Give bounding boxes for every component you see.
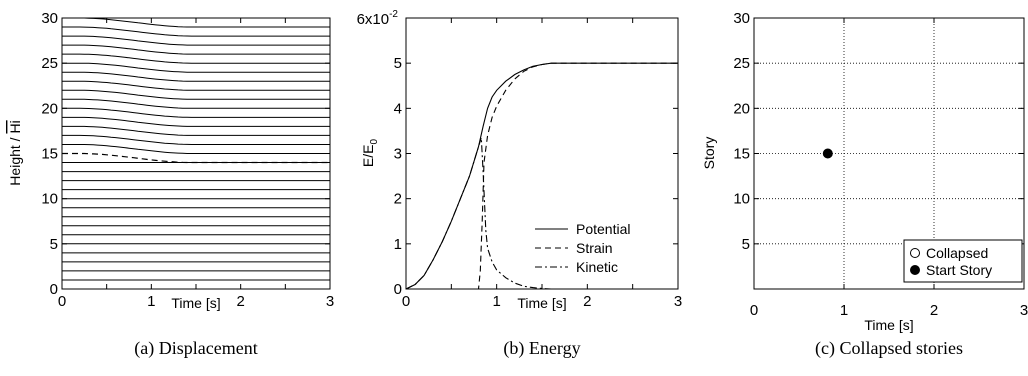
y-scale-exponent: -2: [389, 9, 398, 20]
y-tick-label: 10: [733, 191, 750, 208]
y-scale-base: 6x10: [357, 11, 390, 28]
y-tick-label: 20: [41, 100, 58, 117]
story-line: [62, 144, 330, 154]
svg-text:E/E0: E/E0: [360, 138, 380, 167]
y-tick-label: 3: [394, 146, 402, 163]
y-tick-label: 0: [50, 281, 58, 298]
story-line: [62, 35, 330, 46]
legend-marker: [910, 265, 920, 275]
y-axis-label-text: Height /: [7, 134, 23, 186]
energy-series-lines: [405, 62, 678, 290]
legend-label: Strain: [576, 240, 613, 256]
y-axis-label: Story: [701, 137, 717, 170]
x-tick-label: 1: [492, 293, 500, 310]
start-story-line: [62, 152, 330, 164]
series-line-strain: [406, 62, 678, 290]
story-line: [62, 62, 330, 73]
x-tick-label: 1: [840, 302, 848, 319]
y-axis-label-subscript: 0: [369, 138, 380, 144]
x-tick-label: 1: [147, 293, 155, 310]
y-tick-label: 5: [394, 55, 402, 72]
legend-label: Start Story: [926, 262, 992, 278]
legend-label: Potential: [576, 221, 630, 237]
legend-marker: [910, 248, 920, 258]
scatter-points: [822, 148, 833, 159]
axis-ticks: [754, 18, 1024, 289]
x-tick-labels: 0 1 2 3: [750, 302, 1028, 319]
y-tick-label: 10: [41, 191, 58, 208]
x-tick-label: 3: [674, 293, 682, 310]
story-line: [62, 116, 330, 127]
caption-collapsed-stories: (c) Collapsed stories: [815, 338, 963, 359]
y-tick-label: 30: [41, 10, 58, 27]
series-line-kinetic: [405, 137, 678, 290]
start-story-point: [822, 148, 833, 159]
y-scale-label: 6x10-2: [357, 9, 399, 28]
x-axis-label: Time [s]: [517, 295, 566, 311]
x-tick-label: 2: [930, 302, 938, 319]
y-tick-label: 15: [733, 146, 750, 163]
caption-energy: (b) Energy: [503, 338, 580, 359]
displacement-lines: [62, 17, 330, 281]
displacement-panel: 0 1 2 3 0 5 10 15 20 25 30 Time [s] Height / Hi (…: [7, 10, 334, 359]
x-tick-labels: 0 1 2 3: [402, 293, 682, 310]
story-line: [62, 53, 330, 64]
x-tick-label: 0: [402, 293, 410, 310]
story-line: [62, 44, 330, 55]
axis-ticks: [62, 18, 330, 289]
series-line-potential: [405, 62, 678, 290]
story-line: [62, 71, 330, 82]
x-tick-label: 3: [326, 293, 334, 310]
x-tick-label: 0: [750, 302, 758, 319]
y-axis-label: Height / Hi: [7, 120, 23, 185]
y-axis-label-text: E/E: [360, 144, 376, 167]
legend-label: Kinetic: [576, 259, 618, 275]
story-line: [62, 98, 330, 109]
y-tick-label: 5: [50, 236, 58, 253]
energy-legend: Potential Strain Kinetic: [535, 221, 630, 275]
y-tick-label: 4: [394, 100, 402, 117]
collapsed-stories-panel: 0 1 2 3 5 10 15 20 25 30 Time [s] Story Collapse…: [701, 10, 1028, 359]
x-tick-label: 2: [236, 293, 244, 310]
x-axis-label: Time [s]: [864, 317, 913, 333]
y-tick-label: 0: [394, 281, 402, 298]
x-tick-label: 2: [583, 293, 591, 310]
y-tick-label: 1: [394, 236, 402, 253]
plot-frame: [405, 17, 679, 290]
y-axis-label: E/E0: [360, 138, 380, 167]
x-axis-label: Time [s]: [171, 295, 220, 311]
y-tick-labels: 0 1 2 3 4 5: [394, 55, 402, 298]
y-tick-label: 5: [742, 236, 750, 253]
legend-box: [903, 239, 1023, 283]
story-line: [62, 125, 330, 136]
story-line: [62, 89, 330, 100]
y-tick-labels: 5 10 15 20 25 30: [733, 10, 750, 253]
y-axis-label-overbar: Hi: [7, 120, 23, 133]
caption-displacement: (a) Displacement: [134, 338, 257, 359]
svg-text:Height / Hi: Height / Hi: [7, 120, 23, 185]
y-tick-label: 30: [733, 10, 750, 27]
story-line: [62, 134, 330, 145]
y-tick-labels: 0 5 10 15 20 25 30: [41, 10, 58, 298]
y-tick-label: 15: [41, 146, 58, 163]
x-tick-labels: 0 1 2 3: [58, 293, 334, 310]
legend-label: Collapsed: [926, 245, 988, 261]
story-line: [62, 80, 330, 91]
story-line: [62, 107, 330, 118]
y-tick-label: 2: [394, 191, 402, 208]
x-tick-label: 0: [58, 293, 66, 310]
y-tick-label: 20: [733, 100, 750, 117]
x-tick-label: 3: [1020, 302, 1028, 319]
story-line: [62, 26, 330, 37]
y-tick-label: 25: [733, 55, 750, 72]
axis-ticks: [406, 18, 678, 289]
y-tick-label: 25: [41, 55, 58, 72]
